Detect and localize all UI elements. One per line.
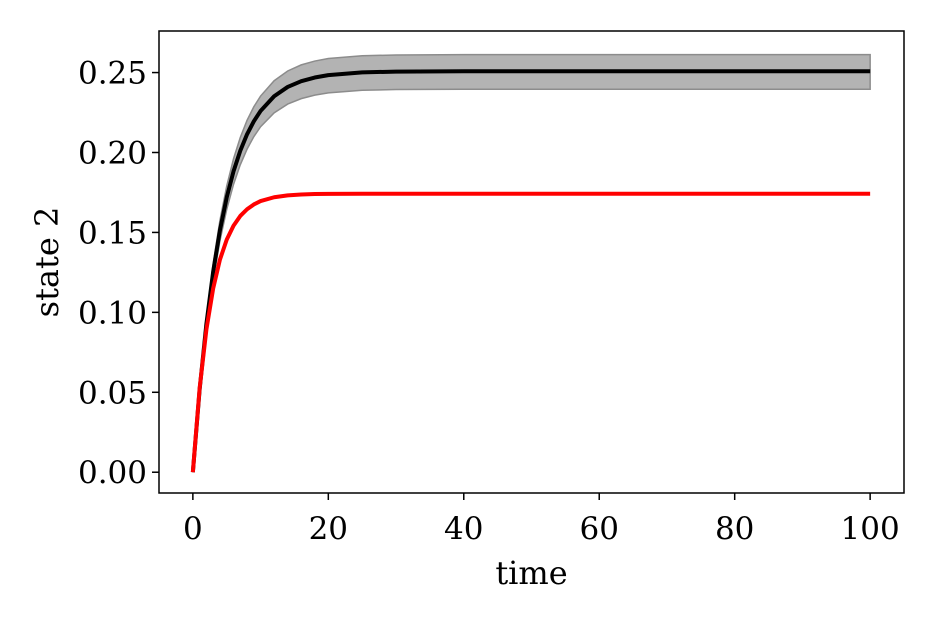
plot-area [190,53,871,473]
y-tick-label: 0.10 [78,295,147,331]
y-axis-label: state 2 [28,207,66,318]
x-tick-label: 20 [309,511,348,547]
series-line-0 [190,69,871,473]
x-tick-label: 60 [580,511,619,547]
y-axis: 0.00 0.05 0.10 0.15 0.20 0.25 [78,56,159,491]
y-tick-label: 0.00 [78,455,147,491]
axes-frame [158,30,905,494]
x-axis-label: time [495,554,567,592]
y-tick-label: 0.05 [78,375,147,411]
x-tick-label: 0 [183,511,203,547]
series-line-1 [190,191,871,473]
x-tick-label: 80 [715,511,754,547]
y-tick-label: 0.25 [78,56,147,92]
x-tick-label: 100 [841,511,900,547]
y-tick-label: 0.20 [78,135,147,171]
y-tick-label: 0.15 [78,215,147,251]
x-tick-label: 40 [444,511,483,547]
confidence-band-0 [192,53,871,473]
x-axis: 0 20 40 60 80 100 [183,493,900,547]
